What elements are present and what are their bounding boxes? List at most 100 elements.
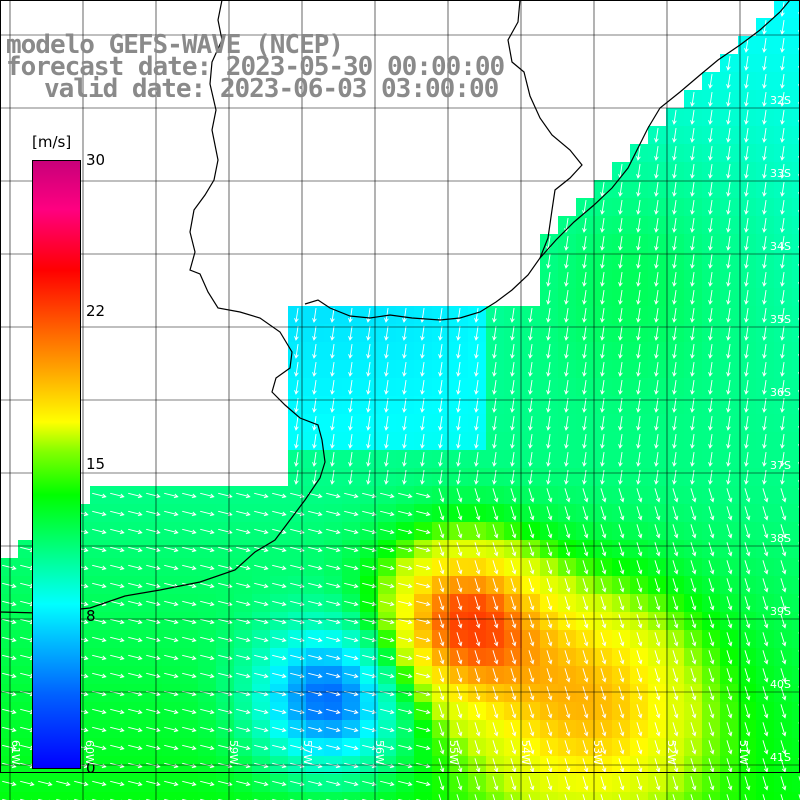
wind-arrow — [128, 726, 143, 733]
wind-arrow — [236, 654, 251, 661]
wind-arrow — [128, 582, 143, 589]
wind-arrow — [528, 686, 535, 701]
wind-arrow — [384, 470, 389, 485]
wind-arrow — [528, 434, 533, 449]
wind-arrow — [380, 546, 395, 553]
lat-label-34s: 34S — [770, 240, 791, 253]
wind-arrow — [510, 308, 515, 323]
model-title: modelo GEFS-WAVE (NCEP) — [6, 30, 344, 60]
wind-arrow — [636, 164, 641, 179]
wind-arrow — [708, 74, 713, 89]
wind-arrow — [294, 344, 299, 359]
wind-arrow — [780, 380, 785, 395]
wind-arrow — [726, 686, 733, 701]
wind-arrow — [654, 632, 661, 647]
wind-arrow — [528, 722, 535, 737]
field-cell — [702, 792, 720, 800]
wind-arrow — [600, 452, 605, 467]
wind-arrow — [164, 528, 179, 535]
wind-arrow — [708, 290, 713, 305]
wind-arrow — [308, 618, 323, 625]
wind-arrow — [744, 776, 751, 791]
wind-arrow — [582, 470, 587, 485]
wind-arrow — [762, 398, 767, 413]
wind-arrow — [398, 546, 413, 553]
wind-arrow — [744, 74, 749, 89]
wind-arrow — [636, 416, 641, 431]
wind-arrow — [708, 344, 713, 359]
wind-arrow — [600, 650, 607, 665]
wind-arrow — [416, 510, 431, 517]
wind-arrow — [344, 654, 359, 661]
wind-arrow — [600, 740, 607, 755]
wind-arrow — [564, 740, 571, 755]
wind-arrow — [438, 686, 445, 701]
wind-arrow — [690, 308, 695, 323]
wind-arrow — [546, 506, 553, 521]
wind-arrow — [546, 578, 553, 593]
wind-arrow — [618, 596, 625, 611]
wind-arrow — [744, 506, 751, 521]
wind-arrow — [416, 636, 431, 643]
valid-date: valid date: 2023-06-03 03:00:00 — [44, 74, 499, 104]
wind-arrow — [618, 524, 625, 539]
field-cell — [792, 72, 800, 90]
wind-arrow — [654, 254, 659, 269]
field-cell — [576, 792, 594, 800]
wind-arrow — [510, 380, 515, 395]
wind-arrow — [456, 668, 463, 683]
field-cell — [594, 792, 612, 800]
wind-arrow — [600, 488, 607, 503]
wind-arrow — [128, 618, 143, 625]
wind-arrow — [182, 636, 197, 643]
wind-arrow — [636, 542, 643, 557]
wind-arrow — [200, 780, 215, 787]
wind-arrow — [492, 380, 497, 395]
wind-arrow — [492, 614, 499, 629]
field-cell — [36, 792, 54, 800]
wind-arrow — [780, 200, 785, 215]
wind-arrow — [672, 452, 677, 467]
wind-arrow — [254, 744, 269, 751]
wind-arrow — [654, 200, 659, 215]
wind-arrow — [780, 398, 785, 413]
lon-label-56w: 56W — [373, 740, 386, 765]
wind-arrow — [564, 560, 571, 575]
wind-arrow — [366, 380, 371, 395]
wind-arrow — [708, 200, 713, 215]
wind-arrow — [618, 362, 623, 377]
wind-arrow — [272, 528, 287, 535]
wind-arrow — [744, 740, 751, 755]
wind-arrow — [600, 470, 605, 485]
lat-label-41s: 41S — [770, 751, 791, 764]
wind-arrow — [690, 146, 695, 161]
field-cell — [792, 216, 800, 234]
wind-arrow — [636, 470, 641, 485]
wind-arrow — [672, 326, 677, 341]
wind-arrow — [92, 492, 107, 499]
wind-arrow — [528, 668, 535, 683]
wind-arrow — [672, 254, 677, 269]
field-cell — [792, 792, 800, 800]
wind-arrow — [618, 380, 623, 395]
wind-arrow — [420, 380, 425, 395]
wind-arrow — [366, 326, 371, 341]
wind-arrow — [636, 398, 641, 413]
wind-arrow — [672, 128, 677, 143]
wind-arrow — [708, 668, 715, 683]
wind-arrow — [726, 614, 733, 629]
wind-arrow — [564, 326, 569, 341]
wind-arrow — [708, 434, 713, 449]
wind-arrow — [564, 794, 568, 800]
wind-arrow — [492, 668, 499, 683]
wind-arrow — [726, 506, 733, 521]
wind-arrow — [744, 344, 749, 359]
field-cell — [90, 792, 108, 800]
wind-arrow — [564, 272, 569, 287]
wind-arrow — [636, 740, 643, 755]
wind-arrow — [654, 794, 658, 800]
wind-arrow — [708, 110, 713, 125]
wind-arrow — [654, 650, 661, 665]
wind-arrow — [726, 200, 731, 215]
